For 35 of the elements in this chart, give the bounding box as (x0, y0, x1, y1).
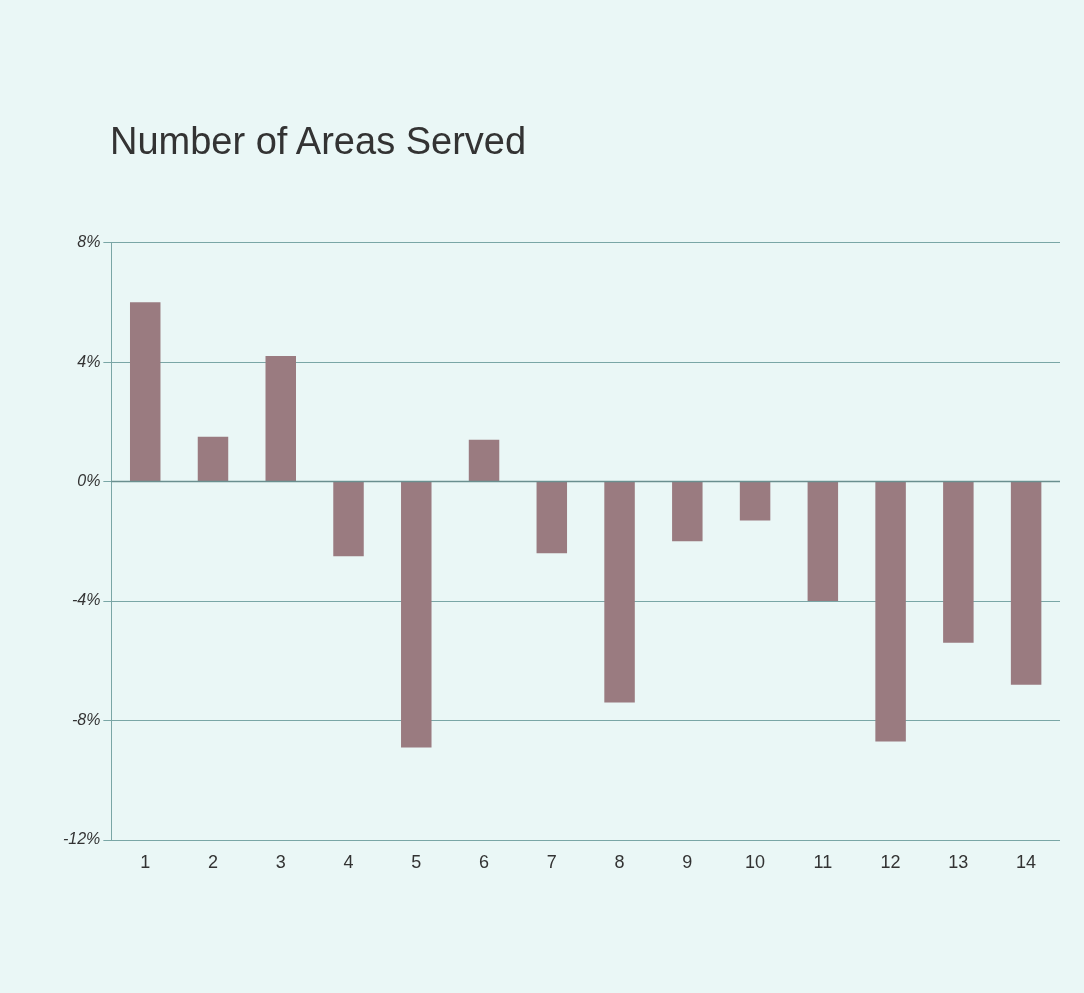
x-tick-label: 4 (343, 851, 354, 872)
x-tick-label: 13 (948, 851, 969, 872)
bar (129, 302, 161, 482)
x-tick-label: 11 (813, 851, 833, 872)
bar (536, 482, 568, 554)
x-tick-label: 10 (745, 851, 766, 872)
bar (807, 482, 839, 602)
bar (265, 356, 296, 482)
bar (943, 482, 974, 643)
y-tick-label: 8% (77, 233, 101, 251)
bar (604, 482, 635, 703)
x-tick-label: 5 (411, 851, 422, 872)
x-tick-label: 14 (1016, 851, 1037, 872)
bar (401, 482, 432, 748)
bar (197, 436, 229, 482)
x-tick-label: 12 (880, 851, 901, 872)
y-tick-label: -4% (71, 591, 101, 609)
x-tick-label: 6 (479, 851, 490, 872)
bar (739, 482, 771, 521)
x-tick-label: 7 (546, 851, 557, 872)
bar (672, 482, 703, 542)
bar (875, 482, 906, 742)
y-tick-label: -12% (62, 830, 101, 848)
x-tick-label: 3 (275, 851, 286, 872)
bar (333, 482, 364, 557)
x-tick-label: 9 (682, 851, 693, 872)
x-tick-label: 8 (614, 851, 625, 872)
y-tick-label: 4% (77, 352, 101, 370)
chart-title: Number of Areas Served (110, 120, 527, 163)
y-tick-label: 0% (77, 472, 101, 490)
x-tick-label: 2 (207, 851, 218, 872)
bar (1010, 482, 1042, 685)
bar (468, 439, 500, 482)
y-tick-label: -8% (71, 710, 101, 728)
x-tick-label: 1 (140, 851, 151, 872)
